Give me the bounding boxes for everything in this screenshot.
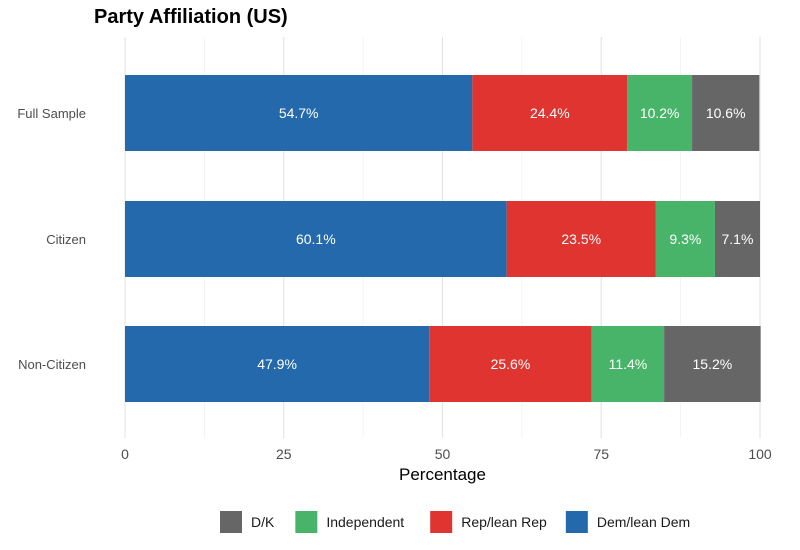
data-label: 15.2%: [693, 356, 733, 372]
bar-segment: [714, 201, 760, 277]
legend-swatch: [430, 511, 453, 533]
data-label: 7.1%: [721, 231, 753, 247]
data-label: 24.4%: [530, 105, 570, 121]
bar-segment: [655, 201, 715, 277]
data-label: 11.4%: [609, 356, 648, 372]
bar-segment: [627, 75, 693, 151]
bar-segment: [506, 201, 656, 277]
x-axis-title: Percentage: [399, 465, 486, 484]
y-category-label: Non-Citizen: [18, 357, 86, 372]
bar-segment: [429, 326, 592, 402]
bar-segment: [125, 201, 507, 277]
data-label: 54.7%: [279, 105, 319, 121]
legend-swatch: [220, 511, 242, 533]
legend-swatch: [565, 511, 588, 533]
x-tick-label: 100: [748, 446, 772, 462]
data-label: 10.6%: [706, 105, 746, 121]
x-tick-label: 0: [121, 446, 129, 462]
legend-label: Independent: [326, 514, 404, 530]
data-label: 25.6%: [491, 356, 531, 372]
bar-segment: [472, 75, 628, 151]
data-label: 47.9%: [257, 356, 297, 372]
bar-segment: [125, 326, 430, 402]
bar-segment: [664, 326, 761, 402]
x-tick-label: 25: [276, 446, 292, 462]
data-label: 23.5%: [561, 231, 601, 247]
axes: 0 25 50 75 100 Full Sample Citizen Non-Citizen: [17, 106, 772, 462]
data-label: 10.2%: [640, 105, 680, 121]
bar-segment: [591, 326, 665, 402]
chart-title: Party Affiliation (US): [94, 6, 288, 28]
legend-label: D/K: [251, 514, 275, 530]
x-tick-label: 50: [435, 446, 451, 462]
legend: D/K Independent Rep/lean Rep Dem/lean Dem: [220, 511, 690, 533]
bar-segment: [125, 75, 473, 151]
y-category-label: Citizen: [46, 232, 86, 247]
legend-label: Rep/lean Rep: [461, 514, 547, 530]
data-label: 60.1%: [296, 231, 336, 247]
legend-swatch: [295, 511, 318, 533]
legend-label: Dem/lean Dem: [597, 514, 690, 530]
y-category-label: Full Sample: [17, 106, 86, 121]
data-label: 9.3%: [669, 231, 701, 247]
x-tick-label: 75: [593, 446, 609, 462]
bar-segment: [692, 75, 760, 151]
bars: [125, 75, 761, 402]
data-labels: 54.7% 24.4% 10.2% 10.6% 60.1% 23.5% 9.3% 7.1% 47…: [257, 105, 753, 372]
